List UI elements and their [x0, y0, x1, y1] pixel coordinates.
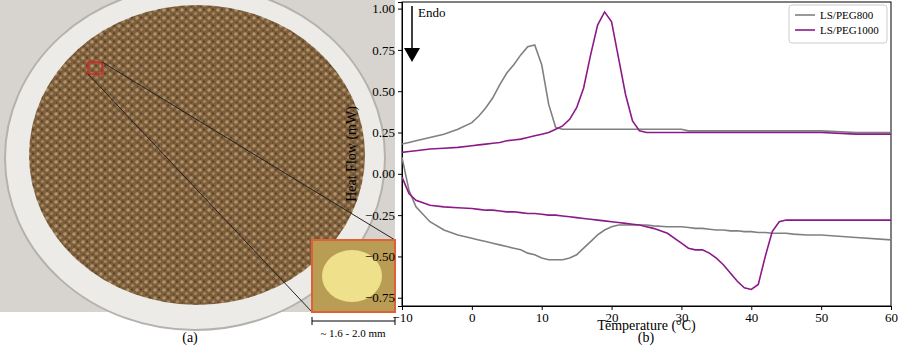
- y-tick: 1.00: [372, 1, 402, 16]
- y-tick-mark: [398, 133, 402, 134]
- y-axis-line: [398, 3, 403, 307]
- panel-label: (b): [638, 330, 655, 346]
- y-tick-label: 1.00: [372, 1, 395, 16]
- x-tick-label: 40: [745, 310, 758, 325]
- series-line: [402, 45, 891, 144]
- legend-label: LS/PEG800: [820, 9, 874, 21]
- y-tick: 0.00: [372, 166, 402, 181]
- y-tick-mark: [398, 9, 402, 10]
- zoom-line: [102, 62, 395, 240]
- zoom-box: [88, 62, 102, 74]
- x-tick-label: −10: [392, 310, 412, 325]
- y-tick-label: 0.75: [372, 43, 395, 58]
- x-tick: 60: [885, 306, 898, 325]
- legend-label: LS/PEG1000: [820, 24, 879, 36]
- x-tick-label: 10: [536, 310, 549, 325]
- y-tick-mark: [398, 174, 402, 175]
- y-axis: −0.75 −0.50 −0.25 0.00 0.25 0.50 0.75 1.00: [365, 1, 403, 306]
- y-tick-label: 0.00: [372, 166, 395, 181]
- x-tick-label: 0: [469, 310, 476, 325]
- annotation: Endo: [418, 5, 445, 20]
- y-tick-mark: [398, 50, 402, 51]
- scale-label: ~ 1.6 - 2.0 mm: [320, 327, 386, 339]
- y-axis-title: Heat Flow (mW): [344, 106, 360, 202]
- y-tick-label: −0.25: [365, 208, 395, 223]
- x-tick-label: 60: [885, 310, 898, 325]
- dish: [5, 0, 385, 330]
- series-line: [402, 177, 891, 289]
- lines: [402, 12, 891, 290]
- y-tick-mark: [398, 91, 402, 92]
- x-tick: 10: [536, 306, 549, 325]
- inset: [312, 240, 395, 312]
- y-tick: 0.75: [372, 43, 402, 58]
- y-tick-label: −0.50: [365, 249, 395, 264]
- y-tick-label: −0.75: [365, 290, 395, 305]
- panel-b: −100102030405060−0.75−0.50−0.250.000.250…: [344, 1, 898, 346]
- y-tick: 0.25: [372, 125, 402, 140]
- y-tick-mark: [398, 215, 402, 216]
- y-tick-mark: [398, 298, 402, 299]
- legend-box: [789, 5, 887, 43]
- y-tick-mark: [398, 256, 402, 257]
- y-tick-label: 0.25: [372, 125, 395, 140]
- scale-bar-end: [312, 317, 313, 325]
- legend-swatch: [795, 14, 815, 16]
- scale-bar: [312, 321, 395, 322]
- x-tick-label: 50: [815, 310, 828, 325]
- arrow-head: [404, 48, 420, 62]
- y-tick: −0.50: [365, 249, 402, 264]
- zoom-line: [88, 74, 312, 312]
- x-tick: 0: [469, 306, 476, 325]
- plot-frame: [402, 2, 891, 306]
- x-tick: 50: [815, 306, 828, 325]
- x-tick: 40: [745, 306, 758, 325]
- panel-label: (a): [182, 330, 198, 346]
- x-tick: −10: [392, 306, 412, 325]
- y-tick: 0.50: [372, 84, 402, 99]
- legend-swatch: [795, 29, 815, 31]
- y-tick: −0.75: [365, 290, 402, 305]
- arrow-shaft: [411, 6, 413, 50]
- figure: ~ 1.6 - 2.0 mm(a)−100102030405060−0.75−0…: [0, 0, 907, 347]
- y-tick-label: 0.50: [372, 84, 395, 99]
- endo-annotation: Endo: [404, 5, 445, 62]
- y-tick: −0.25: [365, 208, 402, 223]
- legend: LS/PEG800 LS/PEG1000: [789, 5, 887, 43]
- panel-a: ~ 1.6 - 2.0 mm (a): [0, 0, 395, 346]
